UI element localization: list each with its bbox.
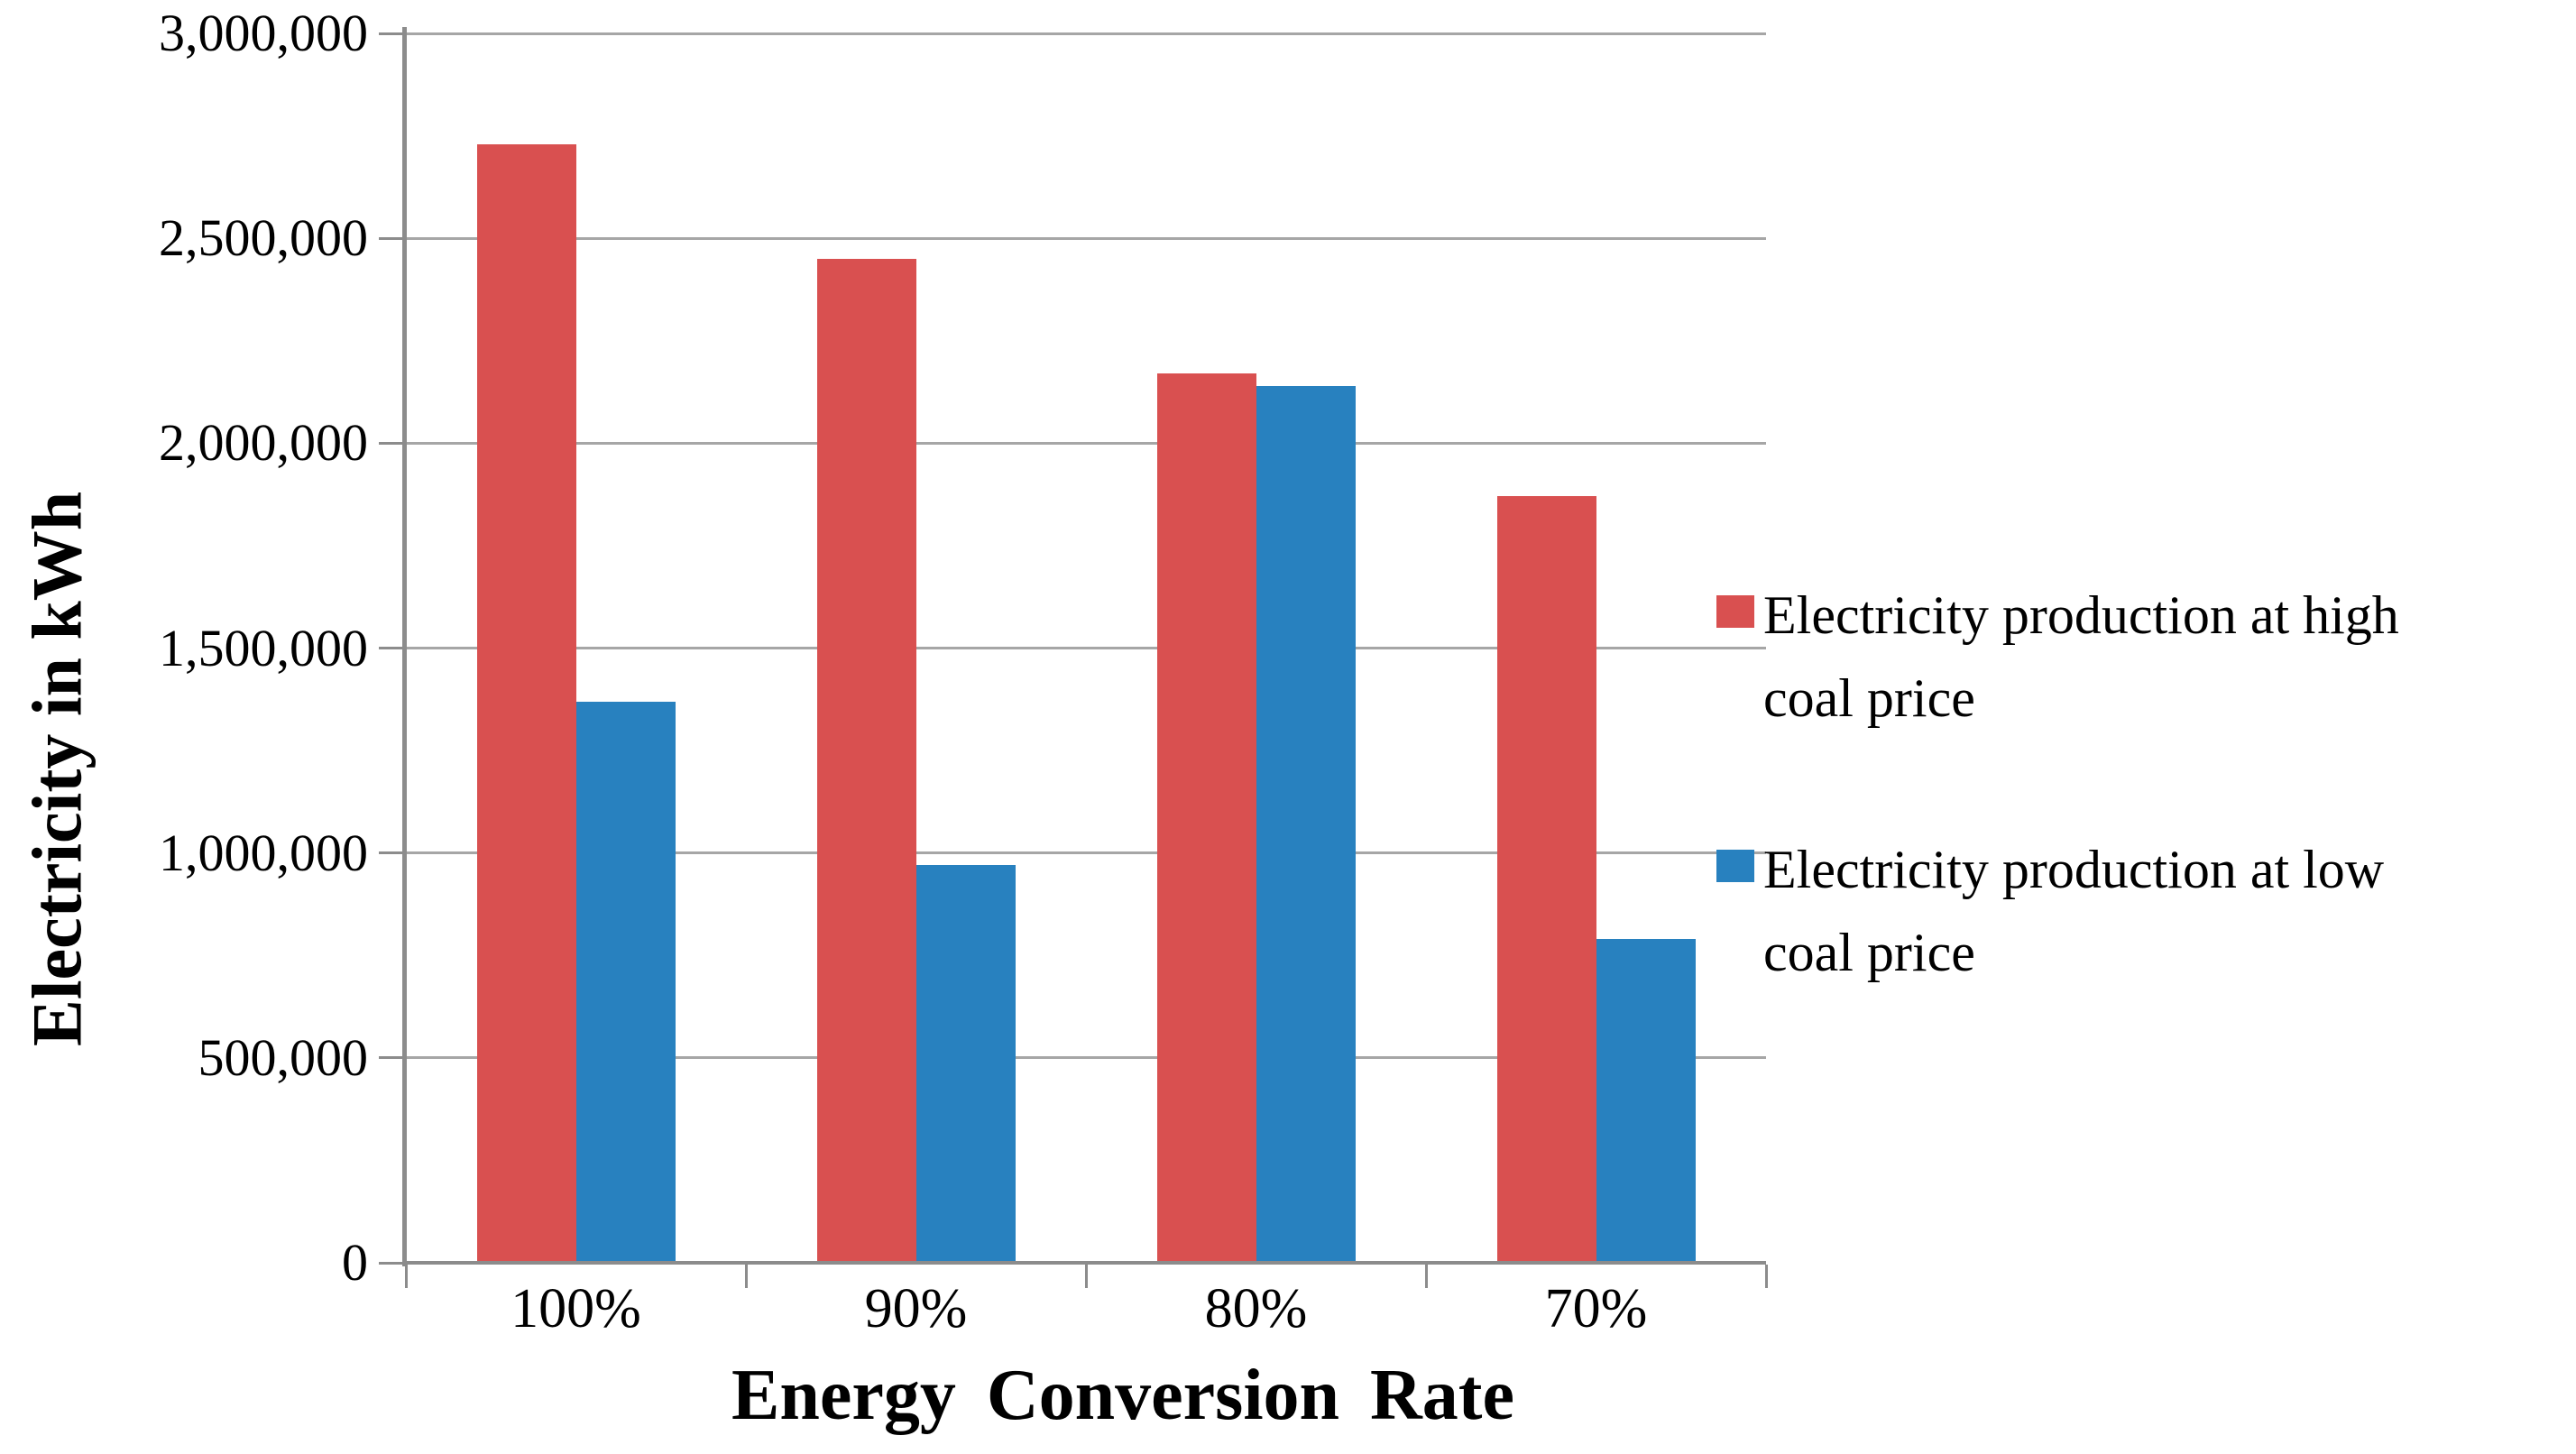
y-tick-label: 3,000,000 xyxy=(159,4,368,62)
y-tick-label: 0 xyxy=(342,1233,368,1292)
bar-low-coal-90% xyxy=(915,865,1016,1263)
x-category-label: 90% xyxy=(864,1278,968,1339)
y-axis-tick xyxy=(379,647,406,649)
gridline xyxy=(406,851,1766,855)
bar-low-coal-80% xyxy=(1256,385,1356,1263)
y-tick-label: 1,500,000 xyxy=(159,618,368,677)
y-tick-label: 500,000 xyxy=(198,1027,369,1087)
legend-swatch-blue-icon xyxy=(1716,850,1754,882)
bar-high-coal-100% xyxy=(476,143,576,1263)
y-tick-label: 1,000,000 xyxy=(159,823,368,882)
gridline xyxy=(406,647,1766,649)
gridline xyxy=(406,236,1766,240)
y-axis-line xyxy=(402,27,407,1266)
gridline xyxy=(406,32,1766,35)
y-tick-label: 2,000,000 xyxy=(159,413,368,473)
x-category-label: 80% xyxy=(1204,1278,1308,1339)
legend: Electricity production at high coal pric… xyxy=(1716,574,2399,1082)
legend-entry-low-coal-price: Electricity production at low coal price xyxy=(1716,828,2399,994)
bar-low-coal-70% xyxy=(1596,939,1696,1263)
y-tick-label: 2,500,000 xyxy=(159,208,368,268)
x-axis-tick xyxy=(404,1265,408,1288)
x-axis-tick xyxy=(744,1265,748,1288)
y-axis-tick xyxy=(379,441,406,445)
legend-label-line: coal price xyxy=(1763,668,1975,728)
y-axis-tick xyxy=(379,32,406,35)
x-category-label: 70% xyxy=(1544,1278,1648,1339)
x-axis-tick xyxy=(1084,1265,1088,1288)
legend-swatch-red-icon xyxy=(1716,595,1754,628)
bar-high-coal-90% xyxy=(816,258,916,1263)
legend-label: Electricity production at low coal price xyxy=(1763,828,2384,994)
legend-label-line: Electricity production at low xyxy=(1763,840,2385,899)
y-axis-title: Electricity in kWh xyxy=(17,491,97,1047)
y-axis-tick xyxy=(379,851,406,855)
y-axis-tick xyxy=(379,236,406,240)
bar-high-coal-70% xyxy=(1496,496,1596,1263)
x-axis-tick xyxy=(1764,1265,1768,1288)
legend-entry-high-coal-price: Electricity production at high coal pric… xyxy=(1716,574,2399,740)
legend-label: Electricity production at high coal pric… xyxy=(1763,574,2399,740)
x-axis-tick xyxy=(1424,1265,1428,1288)
x-axis-line xyxy=(402,1261,1766,1265)
y-axis-tick xyxy=(379,1056,406,1060)
bar-high-coal-80% xyxy=(1156,373,1256,1263)
gridline xyxy=(406,441,1766,445)
bar-low-coal-100% xyxy=(575,701,676,1263)
x-axis-title: Energy Conversion Rate xyxy=(731,1356,1514,1435)
x-category-label: 100% xyxy=(511,1278,641,1339)
y-axis-tick xyxy=(379,1261,406,1265)
gridline xyxy=(406,1056,1766,1060)
legend-label-line: Electricity production at high xyxy=(1763,585,2399,645)
legend-label-line: coal price xyxy=(1763,923,1975,982)
